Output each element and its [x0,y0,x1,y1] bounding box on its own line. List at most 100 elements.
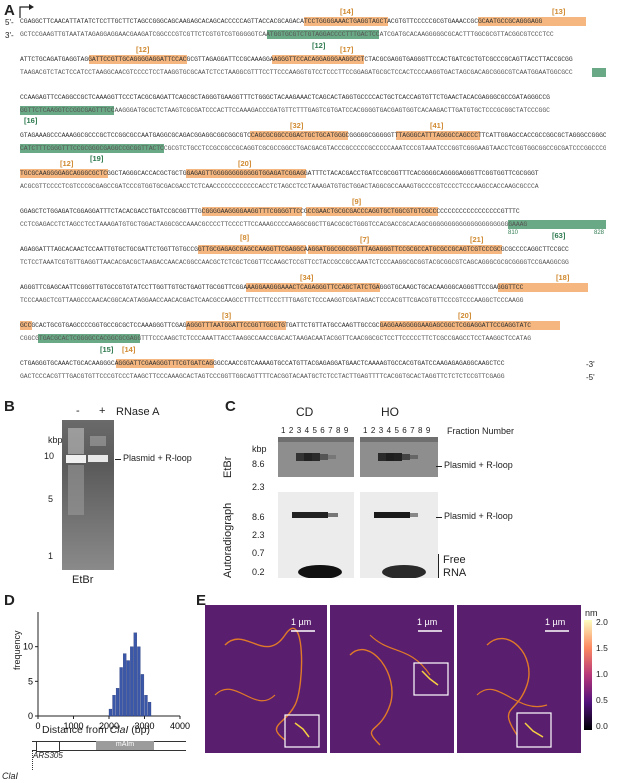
three-prime-top: -3' [586,360,595,369]
histogram-bar [112,695,116,717]
hit-label: [14] [122,345,136,354]
seq-line-top: AGAGGATTTAGCACAACTCCAATTGTGCTGCGATTCTGGT… [20,246,569,253]
band-label-c2: Plasmid + R-loop [444,511,513,521]
hit-box [116,359,214,368]
hit-box [396,131,480,140]
fraction-8: 8 [336,426,344,435]
cd-label: CD [296,405,314,419]
hit-label: [32] [290,121,304,130]
three-prime-bottom: 3'- [5,31,14,40]
histogram-bar [137,646,141,717]
fraction-7: 7 [410,426,419,435]
band-label-c1: Plasmid + R-loop [444,460,513,470]
fraction-6: 6 [320,426,329,435]
fraction-4: 4 [304,426,313,435]
x-tick-label: 0 [35,721,40,731]
kbp-label-b: kbp [48,435,63,445]
hit-label: [12] [60,159,74,168]
scale-bar-label-1: 1 µm [291,617,312,627]
ladder-10: 10 [44,451,55,461]
colorbar-tick-00: 0.0 [596,721,608,731]
histogram-bar [108,708,113,717]
histogram-bar [119,667,123,717]
histogram-bar [126,660,130,717]
seq-line-top: GGAGCTCTGGAGATCGGAGGATTTCTACACGACCTGATCC… [20,208,520,215]
histogram-d: 0 1000 2000 3000 4000 0 5 10 [23,612,190,731]
colorbar-tick-15: 1.5 [596,643,608,653]
hit-label: [41] [430,121,444,130]
band-label-b: Plasmid + R-loop [123,453,192,463]
fraction-2: 2 [288,426,297,435]
hit-box [198,245,306,254]
band-tick-c1 [436,466,442,467]
fraction-1: 1 [281,426,289,435]
x-tick-label: 3000 [134,721,154,731]
hit-box [498,283,588,292]
hit-box [202,207,302,216]
hit-box [308,245,448,254]
histogram-bar [123,653,127,717]
free-rna-label-1: Free [443,554,466,566]
stain-label-b: EtBr [72,574,94,586]
hit-box-green [20,106,114,115]
fraction-1: 1 [363,426,371,435]
hit-box [380,321,560,330]
panel-label-e: E [196,592,207,609]
fraction-5: 5 [312,426,321,435]
five-prime-bottom: -5' [586,373,595,382]
y-tick-label: 10 [23,642,33,652]
kbp-label-c: kbp [252,444,267,454]
seq-line-bottom: GCTCCGAAGTTGTAATATAGAGGAGGAACGAAGATCGGCC… [20,31,554,38]
hit-box-green [592,68,606,77]
hit-box [246,283,380,292]
tss-arrow-icon [19,4,34,18]
seq-line-bottom: TCTCCTAAATCGTGTTGAGGTTAACACGACGCTAAGACCA… [20,259,569,266]
ho-label: HO [381,405,399,419]
histogram-bar [133,632,137,717]
hit-box [272,55,364,64]
rnase-label: RNase A [116,406,160,418]
hit-label: [17] [340,45,354,54]
seq-line-bottom: GACTCCCACGTTTGACGTGTTCCCGTCCCTAAGCTTCCCA… [20,373,505,380]
fraction-4: 4 [386,426,395,435]
cla-italic: ClaI [109,724,129,736]
histogram-axes: 0 1000 2000 3000 4000 0 5 10 [23,612,190,731]
hit-label: [9] [352,197,362,206]
hit-box [442,245,502,254]
ars305-label: ARS305 [33,751,63,760]
hit-label: [7] [360,235,370,244]
hit-box-green [267,30,379,39]
lane-minus: - [76,405,80,417]
histogram-bar [115,688,120,717]
colorbar-tick-10: 1.0 [596,669,608,679]
histogram-bar [130,646,134,717]
seq-line-top: CGAGGCTTCAACATTATATCTCCTTGCTTCTAGCCGGGCA… [20,18,543,25]
hit-label: [3] [222,311,232,320]
seq-line-top: GCCGCACTGCGTGAGCCCCGGTGCCGCGCTCCAAAGGGTT… [20,322,531,329]
fraction-numbers-ho: 123456789 [363,426,434,435]
hit-label: [13] [552,7,566,16]
hit-label: [20] [458,311,472,320]
afm-image-3 [457,605,581,753]
fraction-number-label: Fraction Number [447,426,515,436]
auto-tick-86: 8.6 [252,512,265,522]
seq-line-bottom: TCCCAAGCTCGTTAAGCCCAACACGGCACATAGGAACCAA… [20,297,524,304]
five-prime-top: 5'- [5,18,14,27]
auto-tick-23: 2.3 [252,530,265,540]
hit-box [20,169,108,178]
hit-label-green: [19] [90,154,104,163]
hit-box-green [38,334,140,343]
ladder-5: 5 [48,494,54,504]
free-rna-label-2: RNA [443,567,467,579]
etbr-tick-86: 8.6 [252,459,265,469]
hit-label: [20] [238,159,252,168]
panel-label-d: D [4,592,15,609]
fraction-3: 3 [296,426,305,435]
fraction-2: 2 [370,426,379,435]
seq-line-top: GTAGAAAGCCCAAAGGCGCCCGCTCCGGCGCCAATGAGGC… [20,132,606,139]
seq-line-bottom: CATCTTTCGGGTTTCCGCGGGCGAGGCCGCGGTTACTCCG… [20,145,606,152]
position-810: 810 [508,230,519,236]
hit-box [250,131,348,140]
cla-site-line [32,750,33,770]
hit-box [186,169,306,178]
